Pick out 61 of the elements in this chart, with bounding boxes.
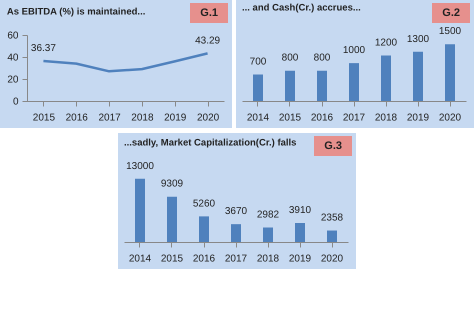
x-tick-label: 2016 [66,112,88,124]
x-tick-label: 2017 [224,254,248,264]
data-label: 1200 [374,38,398,49]
data-label: 800 [314,52,331,64]
data-label: 2358 [320,212,344,224]
bar [317,70,327,101]
x-tick-label: 2020 [320,254,344,264]
bar [285,70,295,101]
bar [349,63,359,101]
chart-title: As EBITDA (%) is maintained... [6,6,146,18]
x-tick-label: 2017 [98,112,122,124]
x-tick-label: 2016 [192,254,216,264]
x-tick-label: 2019 [164,112,187,124]
y-tick-label: 20 [7,74,19,86]
bar [413,52,423,101]
y-tick-label: 0 [12,96,19,108]
x-tick-label: 2018 [374,112,398,124]
text: G.3 [314,136,352,156]
bar [167,196,177,242]
chart-title: ... and Cash(Cr.) accrues... [242,2,361,14]
y-tick-label: 40 [7,52,19,64]
x-tick-label: 2020 [196,112,220,124]
data-label: 1300 [406,34,430,45]
text: G.1 [190,3,228,23]
bar [263,228,273,242]
x-tick-label: 2018 [256,254,280,264]
data-label: 5260 [192,198,216,210]
data-label: 2982 [256,210,280,221]
x-tick-label: 2015 [32,112,56,124]
data-label: 1500 [438,26,462,38]
chart-title: ...sadly, Market Capitalization(Cr.) falls [124,137,296,148]
x-tick-label: 2015 [278,112,302,124]
x-tick-label: 2014 [128,254,152,264]
x-tick-label: 2016 [310,112,334,124]
x-tick-label: 2017 [342,112,366,124]
x-tick-label: 2019 [288,254,312,264]
line-series [42,52,209,73]
y-tick-label: 60 [7,30,19,42]
bar [253,74,263,101]
data-label: 13000 [126,160,154,172]
bar [295,222,305,242]
data-label: 3910 [288,204,312,216]
x-tick-label: 2020 [438,112,462,124]
bar [135,178,145,242]
x-tick-label: 2014 [246,112,270,124]
bar [231,224,241,242]
data-label: 43.29 [195,35,221,46]
data-label: 1000 [342,45,366,56]
bar [199,216,209,242]
data-label: 3670 [224,206,248,218]
data-label: 36.37 [30,42,56,54]
x-tick-label: 2015 [160,254,184,264]
bar [445,44,455,101]
data-label: 700 [250,56,267,68]
bar [327,230,337,242]
data-label: 800 [282,52,299,64]
bar [381,56,391,101]
data-label: 9309 [160,178,184,190]
x-tick-label: 2018 [131,112,154,124]
text: G.2 [432,3,470,23]
x-tick-label: 2019 [406,112,430,124]
